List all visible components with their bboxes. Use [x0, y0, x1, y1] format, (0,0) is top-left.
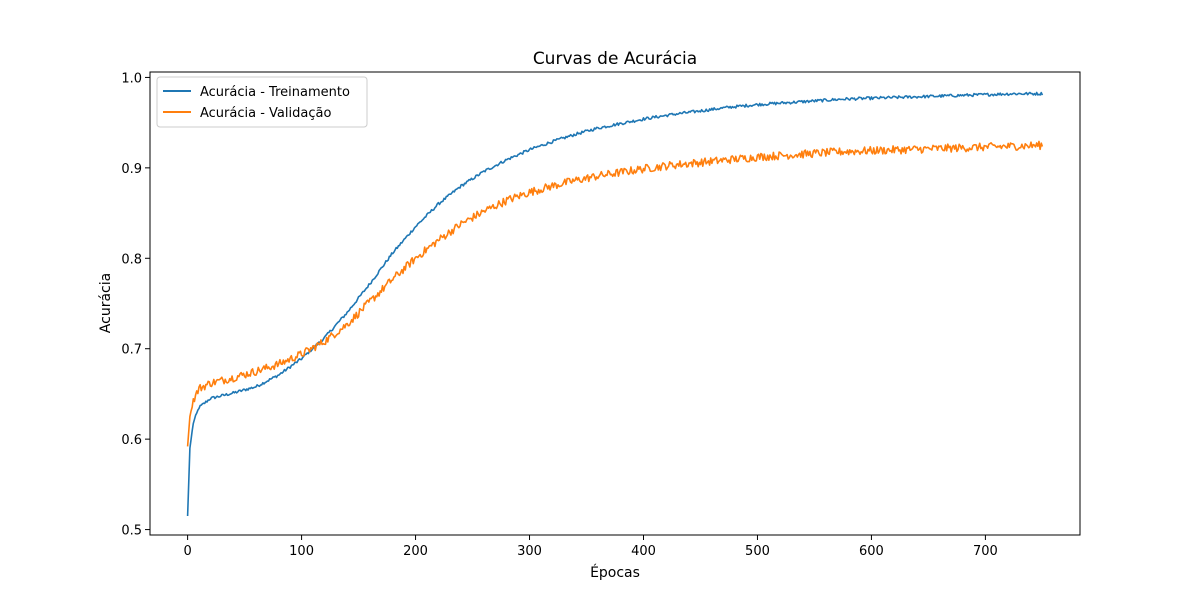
x-tick-label: 0 — [183, 544, 191, 559]
x-tick-label: 400 — [631, 544, 656, 559]
y-axis-label: Acurácia — [98, 273, 114, 333]
x-tick-label: 100 — [289, 544, 314, 559]
x-tick-label: 600 — [859, 544, 884, 559]
x-axis-label: Épocas — [590, 564, 640, 581]
y-tick-label: 0.8 — [121, 252, 142, 267]
x-tick-label: 500 — [745, 544, 770, 559]
x-tick-label: 300 — [517, 544, 542, 559]
y-tick-label: 0.7 — [121, 343, 142, 358]
x-tick-label: 200 — [403, 544, 428, 559]
y-tick-label: 1.0 — [121, 71, 142, 86]
legend: Acurácia - Treinamento Acurácia - Valida… — [156, 76, 368, 128]
y-tick-label: 0.9 — [121, 162, 142, 177]
series-line-validacao — [186, 140, 1044, 447]
x-tick-label: 700 — [973, 544, 998, 559]
series-line-treinamento — [186, 91, 1044, 517]
y-tick-label: 0.5 — [121, 524, 142, 539]
x-axis-ticks: 0 100 200 300 400 500 600 700 — [183, 535, 998, 559]
y-tick-label: 0.6 — [121, 433, 142, 448]
legend-label-treinamento: Acurácia - Treinamento — [200, 85, 350, 100]
legend-label-validacao: Acurácia - Validação — [200, 106, 331, 121]
plot-frame — [149, 71, 1081, 536]
lines-layer — [186, 91, 1044, 517]
legend-box — [156, 76, 368, 128]
chart-title: Curvas de Acurácia — [533, 49, 697, 69]
y-axis-ticks: 0.5 0.6 0.7 0.8 0.9 1.0 — [121, 71, 150, 539]
